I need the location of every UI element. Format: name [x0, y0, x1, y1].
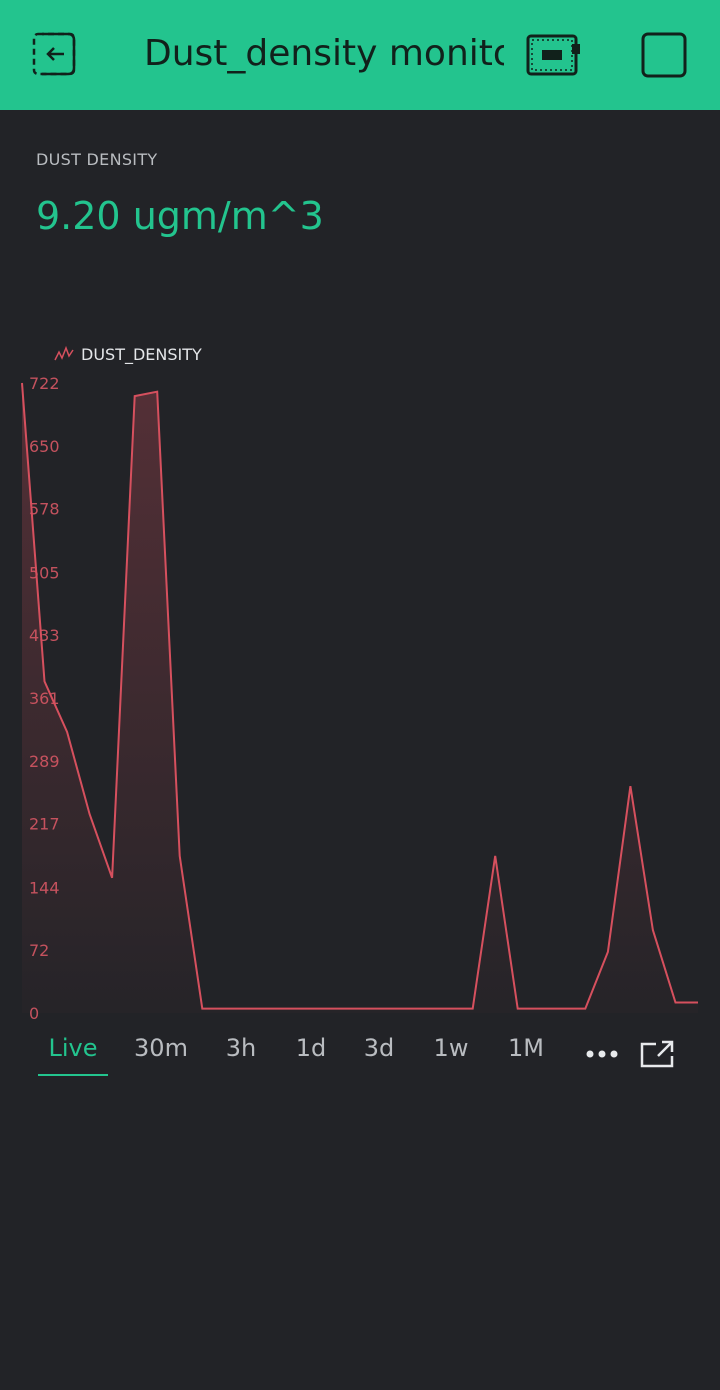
period-tab-live[interactable]: Live — [48, 1034, 98, 1062]
period-tab-1m[interactable]: 1M — [508, 1034, 544, 1062]
stop-icon — [641, 32, 687, 78]
line-chart-icon — [54, 345, 74, 361]
legend-label: DUST_DENSITY — [81, 345, 202, 365]
period-tab-3d[interactable]: 3d — [363, 1034, 395, 1062]
stop-button[interactable] — [638, 30, 690, 80]
period-tab-1d[interactable]: 1d — [295, 1034, 327, 1062]
value-display-label: DUST DENSITY — [36, 150, 158, 169]
y-tick-label: 0 — [29, 1004, 39, 1023]
back-button[interactable] — [28, 28, 84, 80]
more-options-button[interactable] — [582, 1036, 622, 1068]
expand-icon — [640, 1040, 674, 1068]
device-button[interactable] — [522, 30, 586, 80]
series-area — [22, 383, 698, 1013]
series-line — [21, 382, 698, 1010]
chart-legend: DUST_DENSITY — [54, 345, 202, 365]
more-dots-icon — [586, 1050, 618, 1058]
period-tab-3h[interactable]: 3h — [225, 1034, 257, 1062]
exit-icon — [32, 32, 76, 76]
active-period-indicator — [38, 1074, 108, 1076]
dust-density-chart[interactable]: DUST_DENSITY 072144217289361433505578650… — [0, 330, 720, 1040]
fullscreen-button[interactable] — [638, 1038, 678, 1070]
period-selector: Live 30m 3h 1d 3d 1w 1M — [0, 1026, 720, 1082]
y-tick-label: 578 — [29, 500, 60, 519]
value-display-value: 9.20 ugm/m^3 — [36, 194, 324, 238]
app-header: Dust_density monito — [0, 0, 720, 110]
device-icon — [526, 34, 580, 76]
project-title: Dust_density monito — [144, 33, 504, 74]
y-tick-label: 650 — [29, 437, 60, 456]
period-tab-1w[interactable]: 1w — [433, 1034, 469, 1062]
period-tab-30m[interactable]: 30m — [134, 1034, 188, 1062]
y-tick-label: 722 — [29, 374, 60, 393]
